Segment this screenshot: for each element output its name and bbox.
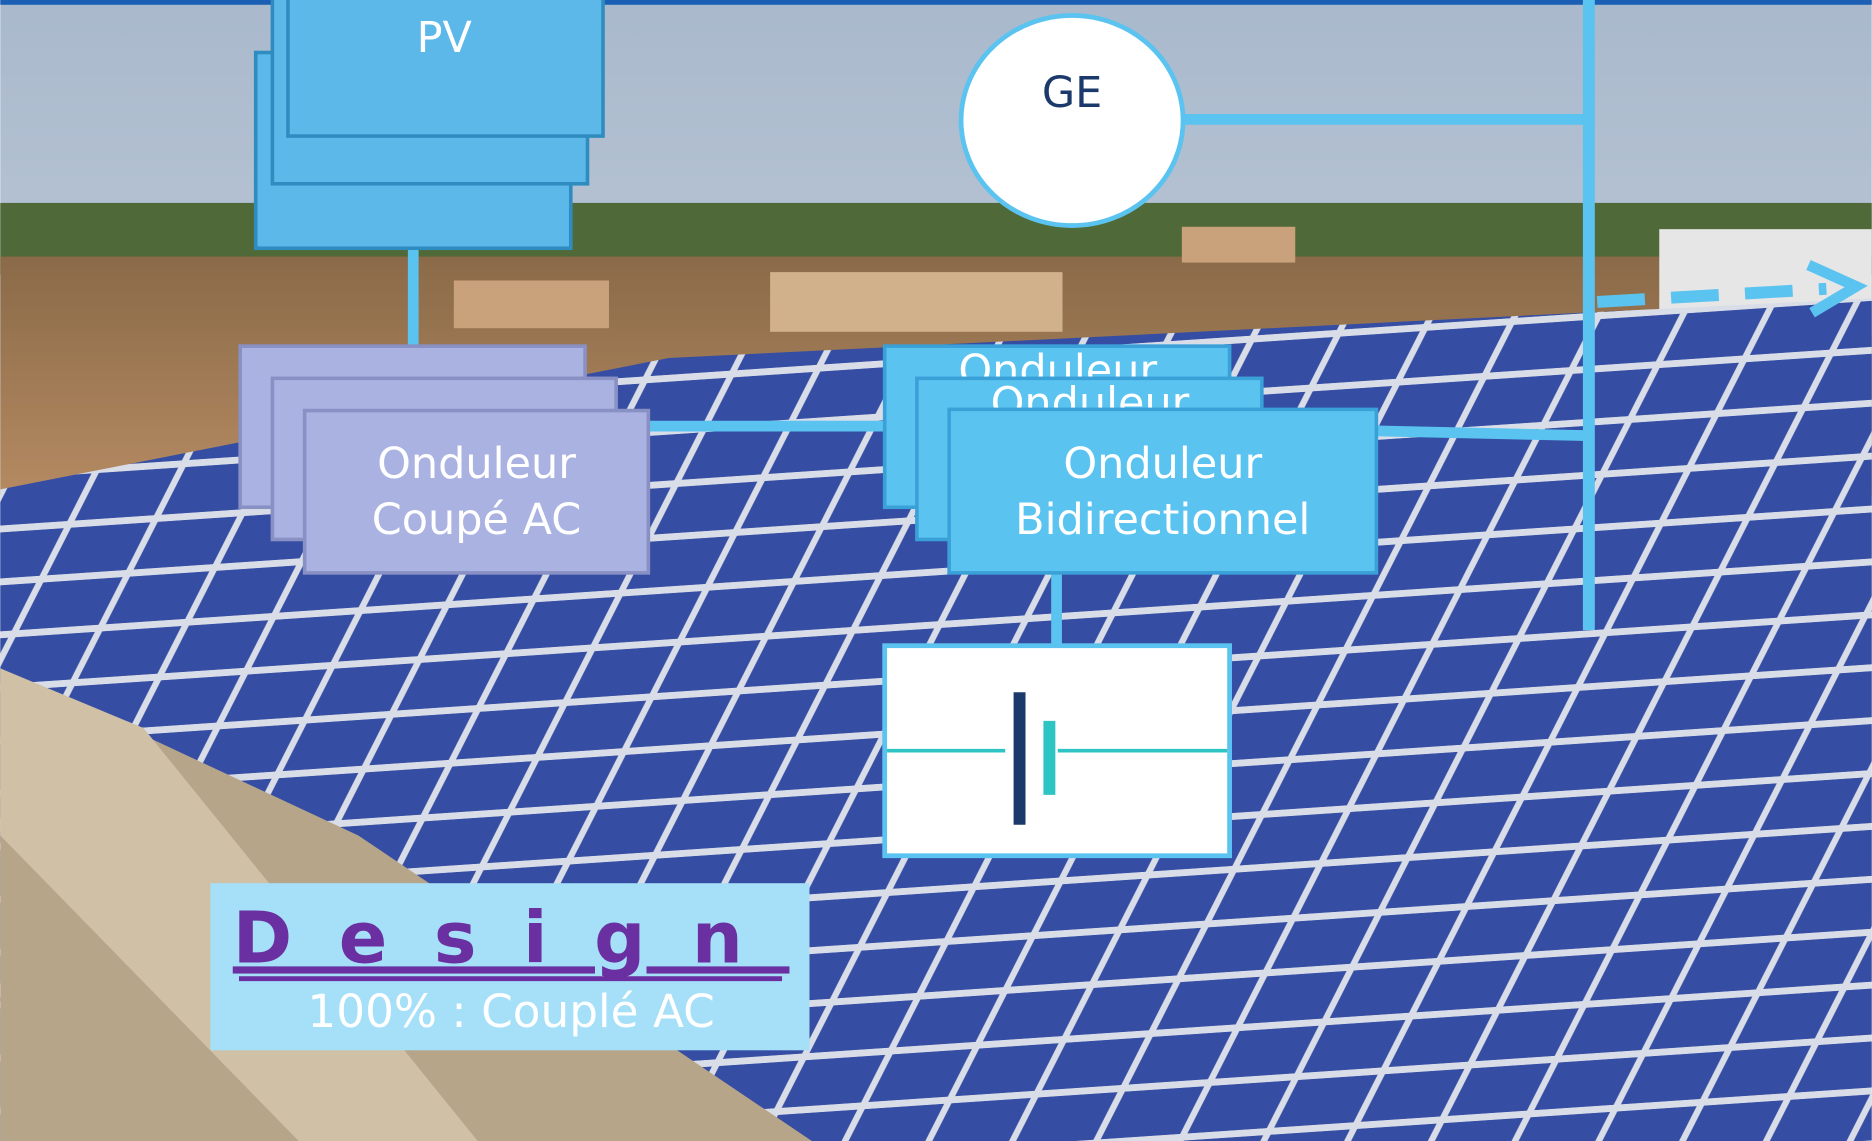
design-title: Design — [233, 896, 790, 979]
inverter-bidir-label: Onduleur — [1063, 439, 1262, 489]
generator-label: GE — [1042, 68, 1102, 118]
slide: PV GE Onduleur Coupé AC Onduleur Onduleu… — [0, 0, 1872, 1141]
design-subtitle: 100% : Couplé AC — [307, 985, 714, 1038]
inverter-ac-label: Onduleur — [377, 439, 576, 489]
inverter-box — [949, 409, 1376, 573]
bidir-link — [1376, 431, 1587, 436]
design-box: Design 100% : Couplé AC — [210, 883, 809, 1050]
inverter-box — [305, 411, 649, 573]
page: PV GE Onduleur Coupé AC Onduleur Onduleu… — [0, 0, 1872, 1141]
inverter-bidir-label: Bidirectionnel — [1015, 495, 1310, 545]
generator — [961, 16, 1183, 226]
pv-label: PV — [417, 13, 473, 63]
battery — [885, 646, 1230, 856]
inverter-ac-label: Coupé AC — [372, 495, 581, 545]
